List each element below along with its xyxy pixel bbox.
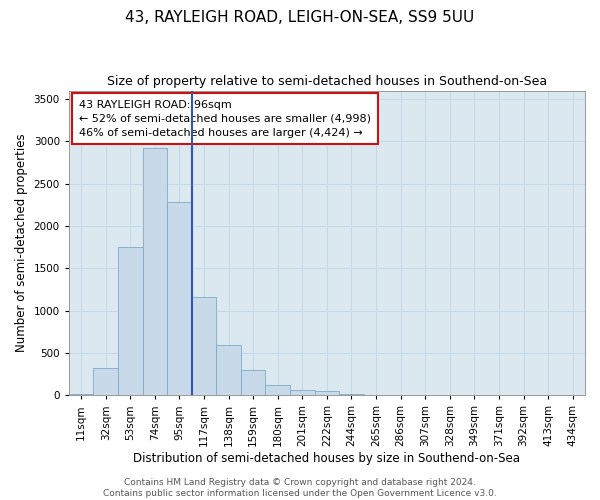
Bar	[94, 368, 118, 396]
Text: 43, RAYLEIGH ROAD, LEIGH-ON-SEA, SS9 5UU: 43, RAYLEIGH ROAD, LEIGH-ON-SEA, SS9 5UU	[125, 10, 475, 25]
Bar	[314, 390, 339, 396]
Title: Size of property relative to semi-detached houses in Southend-on-Sea: Size of property relative to semi-detach…	[107, 75, 547, 88]
Bar	[290, 390, 314, 396]
Bar	[69, 394, 94, 396]
X-axis label: Distribution of semi-detached houses by size in Southend-on-Sea: Distribution of semi-detached houses by …	[133, 452, 520, 465]
Text: Contains HM Land Registry data © Crown copyright and database right 2024.
Contai: Contains HM Land Registry data © Crown c…	[103, 478, 497, 498]
Bar	[118, 247, 143, 396]
Bar	[265, 385, 290, 396]
Bar	[217, 346, 241, 396]
Bar	[241, 370, 265, 396]
Bar	[143, 148, 167, 396]
Bar	[192, 297, 217, 396]
Bar	[339, 394, 364, 396]
Bar	[167, 202, 192, 396]
Y-axis label: Number of semi-detached properties: Number of semi-detached properties	[15, 134, 28, 352]
Text: 43 RAYLEIGH ROAD: 96sqm
← 52% of semi-detached houses are smaller (4,998)
46% of: 43 RAYLEIGH ROAD: 96sqm ← 52% of semi-de…	[79, 100, 371, 138]
